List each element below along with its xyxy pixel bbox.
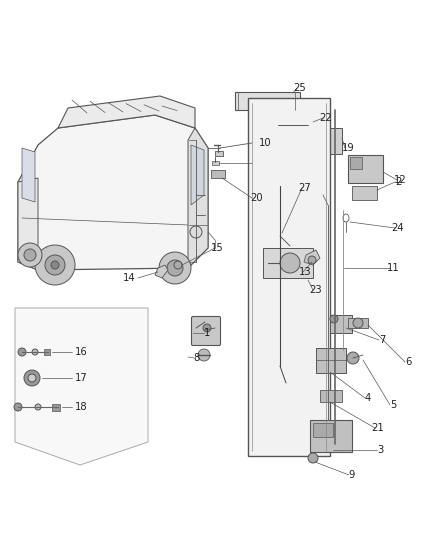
Text: 13: 13 xyxy=(299,267,311,277)
Polygon shape xyxy=(58,96,195,128)
Circle shape xyxy=(18,348,26,356)
Polygon shape xyxy=(191,145,204,205)
Text: 21: 21 xyxy=(371,423,385,433)
Bar xyxy=(320,390,342,402)
Text: 20: 20 xyxy=(251,193,263,203)
Bar xyxy=(52,404,60,411)
Circle shape xyxy=(45,255,65,275)
Bar xyxy=(318,130,328,140)
Text: 19: 19 xyxy=(342,143,354,153)
Bar xyxy=(235,92,300,110)
Text: 10: 10 xyxy=(259,138,271,148)
Text: 5: 5 xyxy=(390,400,396,410)
Text: 16: 16 xyxy=(75,347,88,357)
Bar xyxy=(248,98,330,456)
Bar xyxy=(215,151,223,156)
Text: 2: 2 xyxy=(395,177,401,187)
Circle shape xyxy=(174,261,182,269)
FancyBboxPatch shape xyxy=(271,109,315,143)
Text: 12: 12 xyxy=(394,175,406,185)
Bar xyxy=(263,248,313,278)
Circle shape xyxy=(347,352,359,364)
Bar xyxy=(44,349,50,355)
Text: 18: 18 xyxy=(75,402,88,412)
Text: 17: 17 xyxy=(75,373,88,383)
Text: 8: 8 xyxy=(194,353,200,363)
Circle shape xyxy=(330,315,338,323)
Polygon shape xyxy=(155,265,168,278)
Text: 23: 23 xyxy=(310,285,322,295)
Text: 22: 22 xyxy=(320,113,332,123)
Circle shape xyxy=(35,245,75,285)
Polygon shape xyxy=(304,250,320,265)
Circle shape xyxy=(203,324,211,332)
Text: 4: 4 xyxy=(365,393,371,403)
Text: 27: 27 xyxy=(299,183,311,193)
Circle shape xyxy=(198,349,210,361)
Text: 9: 9 xyxy=(349,470,355,480)
Bar xyxy=(350,157,362,169)
Text: 24: 24 xyxy=(392,223,404,233)
Polygon shape xyxy=(188,128,208,268)
Text: 1: 1 xyxy=(204,328,210,338)
Text: 7: 7 xyxy=(379,335,385,345)
Bar xyxy=(352,186,377,200)
Circle shape xyxy=(14,403,22,411)
Text: 6: 6 xyxy=(405,357,411,367)
Circle shape xyxy=(167,260,183,276)
Circle shape xyxy=(24,249,36,261)
Circle shape xyxy=(51,261,59,269)
Circle shape xyxy=(353,318,363,328)
Text: 15: 15 xyxy=(211,243,223,253)
Polygon shape xyxy=(18,115,208,270)
FancyBboxPatch shape xyxy=(191,317,220,345)
Circle shape xyxy=(303,117,313,127)
Circle shape xyxy=(32,349,38,355)
Circle shape xyxy=(280,253,300,273)
Circle shape xyxy=(190,226,202,238)
Circle shape xyxy=(308,453,318,463)
Circle shape xyxy=(35,404,41,410)
Text: 25: 25 xyxy=(293,83,306,93)
Circle shape xyxy=(28,374,36,382)
Bar xyxy=(348,318,368,328)
Text: 11: 11 xyxy=(387,263,399,273)
Circle shape xyxy=(308,256,316,264)
Text: 14: 14 xyxy=(122,273,135,283)
Bar xyxy=(211,170,225,178)
Polygon shape xyxy=(22,148,35,202)
Bar xyxy=(313,423,333,437)
Text: 3: 3 xyxy=(377,445,383,455)
Bar xyxy=(212,161,219,165)
Bar xyxy=(330,315,352,333)
Circle shape xyxy=(24,370,40,386)
Polygon shape xyxy=(15,308,148,465)
Circle shape xyxy=(18,243,42,267)
Bar xyxy=(310,420,352,452)
Bar xyxy=(316,128,342,154)
Bar xyxy=(348,155,383,183)
Bar xyxy=(316,348,346,373)
Polygon shape xyxy=(18,178,38,270)
Circle shape xyxy=(159,252,191,284)
